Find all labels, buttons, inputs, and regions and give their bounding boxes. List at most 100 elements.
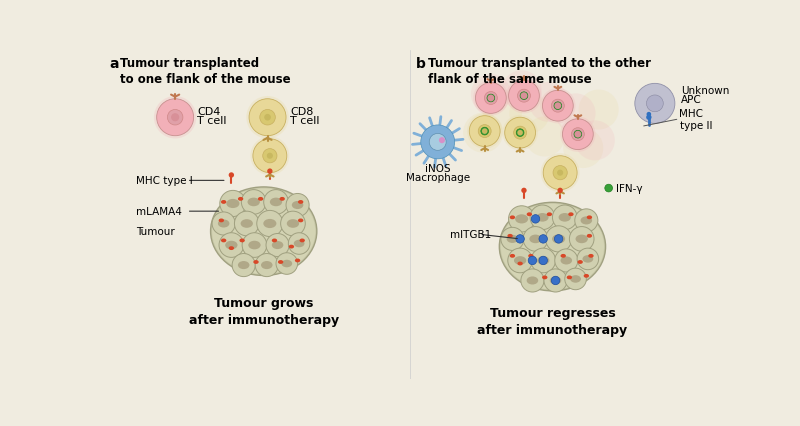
Text: mLAMA4: mLAMA4: [136, 207, 182, 217]
Ellipse shape: [272, 242, 283, 250]
Ellipse shape: [588, 254, 594, 258]
Circle shape: [521, 93, 527, 100]
Ellipse shape: [542, 276, 547, 279]
Ellipse shape: [212, 189, 315, 274]
Ellipse shape: [239, 239, 245, 243]
Circle shape: [430, 134, 446, 151]
Text: APC: APC: [681, 95, 702, 104]
Ellipse shape: [586, 216, 592, 220]
Text: Tumour: Tumour: [136, 227, 174, 236]
Text: T cell: T cell: [290, 116, 319, 126]
Circle shape: [262, 149, 277, 164]
Text: Tumour grows
after immunotherapy: Tumour grows after immunotherapy: [189, 296, 338, 326]
Circle shape: [487, 95, 494, 102]
Circle shape: [242, 233, 266, 258]
Ellipse shape: [287, 220, 299, 228]
Circle shape: [229, 173, 234, 178]
Circle shape: [234, 212, 259, 236]
Ellipse shape: [570, 276, 581, 283]
Text: Tumour regresses
after immunotherapy: Tumour regresses after immunotherapy: [478, 307, 627, 337]
Circle shape: [578, 90, 618, 130]
Ellipse shape: [272, 239, 277, 243]
Circle shape: [509, 206, 534, 233]
Circle shape: [554, 235, 563, 244]
Circle shape: [554, 103, 562, 110]
Text: iNOS: iNOS: [425, 164, 450, 174]
Circle shape: [471, 75, 511, 115]
Ellipse shape: [278, 260, 283, 264]
Circle shape: [250, 137, 290, 176]
Circle shape: [646, 115, 651, 121]
Circle shape: [266, 234, 289, 257]
Circle shape: [506, 79, 542, 114]
Circle shape: [555, 94, 595, 134]
Circle shape: [577, 248, 598, 270]
Ellipse shape: [282, 260, 292, 268]
Circle shape: [510, 94, 550, 134]
Ellipse shape: [229, 247, 234, 250]
Ellipse shape: [241, 220, 253, 228]
Circle shape: [558, 188, 563, 194]
Ellipse shape: [507, 234, 513, 238]
Circle shape: [546, 226, 572, 252]
Circle shape: [167, 110, 183, 126]
Circle shape: [281, 212, 306, 236]
Circle shape: [516, 235, 524, 244]
Ellipse shape: [581, 217, 592, 225]
Ellipse shape: [270, 198, 282, 207]
Ellipse shape: [550, 277, 562, 285]
Circle shape: [554, 103, 562, 110]
Ellipse shape: [582, 256, 594, 263]
Ellipse shape: [221, 239, 226, 243]
Circle shape: [646, 112, 651, 117]
Circle shape: [520, 92, 528, 100]
Circle shape: [505, 118, 535, 149]
Circle shape: [553, 205, 577, 230]
Text: a: a: [110, 57, 119, 70]
Text: Tumour transplanted
to one flank of the mouse: Tumour transplanted to one flank of the …: [121, 57, 291, 86]
Ellipse shape: [210, 187, 317, 276]
Ellipse shape: [261, 262, 273, 270]
Circle shape: [540, 89, 575, 124]
Circle shape: [219, 233, 244, 258]
Circle shape: [267, 169, 273, 174]
Text: IFN-γ: IFN-γ: [616, 184, 643, 193]
Ellipse shape: [226, 199, 239, 209]
Circle shape: [518, 90, 530, 103]
Circle shape: [563, 129, 603, 169]
Text: MHC
type II: MHC type II: [679, 108, 712, 131]
Circle shape: [286, 194, 309, 217]
Ellipse shape: [294, 240, 305, 248]
Circle shape: [482, 90, 522, 130]
Circle shape: [246, 97, 289, 139]
Text: MHC type I: MHC type I: [136, 176, 193, 186]
Circle shape: [508, 248, 533, 273]
Circle shape: [242, 190, 266, 215]
Ellipse shape: [558, 213, 571, 222]
Ellipse shape: [518, 262, 523, 266]
Circle shape: [574, 209, 598, 233]
Ellipse shape: [575, 235, 588, 244]
Ellipse shape: [561, 257, 572, 265]
Circle shape: [570, 227, 594, 252]
Circle shape: [171, 114, 179, 122]
Text: CD8: CD8: [290, 107, 314, 117]
Ellipse shape: [247, 198, 260, 207]
Circle shape: [562, 119, 594, 150]
Ellipse shape: [568, 213, 574, 217]
Circle shape: [574, 121, 615, 161]
Ellipse shape: [510, 216, 515, 220]
Ellipse shape: [566, 276, 572, 279]
Ellipse shape: [254, 260, 258, 264]
Circle shape: [473, 81, 509, 116]
Ellipse shape: [586, 234, 592, 238]
Ellipse shape: [561, 254, 566, 258]
Ellipse shape: [526, 277, 538, 285]
Text: b: b: [416, 57, 426, 70]
Circle shape: [501, 228, 524, 251]
Text: CD4: CD4: [198, 107, 221, 117]
Circle shape: [605, 185, 613, 193]
Circle shape: [467, 114, 502, 150]
Ellipse shape: [258, 198, 263, 201]
Ellipse shape: [578, 260, 583, 264]
